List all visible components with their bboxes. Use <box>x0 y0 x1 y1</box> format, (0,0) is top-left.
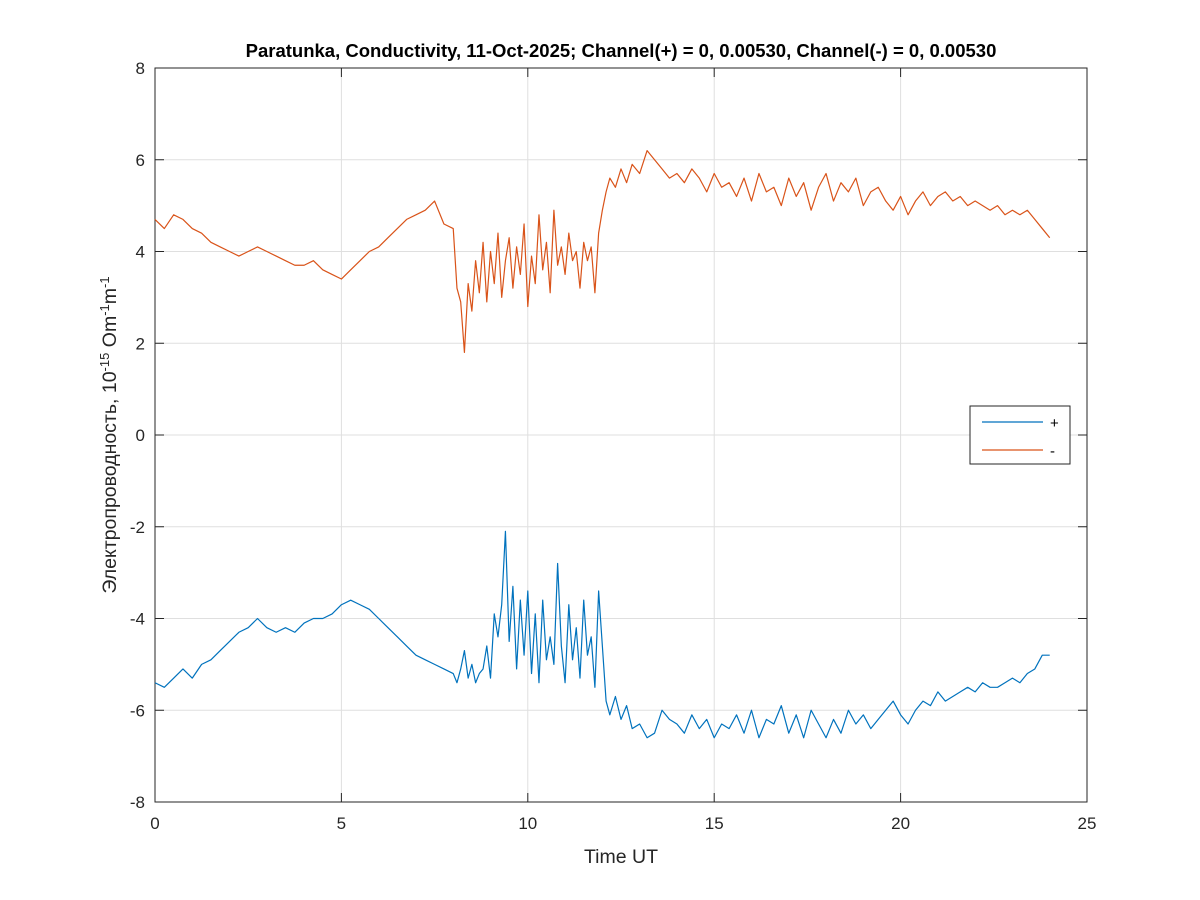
y-tick-label: -2 <box>130 518 145 537</box>
y-axis-label-exponent-3: -1 <box>97 276 112 288</box>
y-axis-label-middle: Om <box>99 316 121 353</box>
legend: + - <box>969 405 1071 465</box>
x-tick-label: 5 <box>337 814 346 833</box>
legend-label-plus: + <box>1050 415 1059 432</box>
y-tick-label: 0 <box>136 426 145 445</box>
y-axis-label-exponent-1: -15 <box>97 353 112 372</box>
y-axis-label-prefix: Электропроводность, 10 <box>99 371 121 593</box>
y-axis-label-exponent-2: -1 <box>97 304 112 316</box>
x-tick-label: 15 <box>705 814 724 833</box>
y-tick-label: 2 <box>136 334 145 353</box>
legend-box <box>969 405 1071 465</box>
ticks-layer: 0 5 10 15 20 25 -8 -6 -4 -2 0 2 4 6 8 <box>130 59 1097 833</box>
y-tick-label: -6 <box>130 701 145 720</box>
y-tick-label: 8 <box>136 59 145 78</box>
x-tick-label: 25 <box>1078 814 1097 833</box>
chart-title: Paratunka, Conductivity, 11-Oct-2025; Ch… <box>246 40 997 61</box>
series-line-minus <box>154 149 1051 354</box>
y-axis-label-unit: m <box>99 288 121 304</box>
y-tick-label: -4 <box>130 610 145 629</box>
x-tick-label: 20 <box>891 814 910 833</box>
x-tick-label: 10 <box>518 814 537 833</box>
y-tick-label: 6 <box>136 151 145 170</box>
y-axis-label: Электропроводность, 10-15 Om-1m-1 <box>97 276 122 593</box>
series-layer <box>154 149 1051 739</box>
y-tick-label: -8 <box>130 793 145 812</box>
legend-label-minus: - <box>1050 443 1055 460</box>
y-tick-label: 4 <box>136 243 145 262</box>
series-line-plus <box>154 530 1050 739</box>
x-axis-label: Time UT <box>584 846 658 868</box>
x-tick-label: 0 <box>150 814 159 833</box>
